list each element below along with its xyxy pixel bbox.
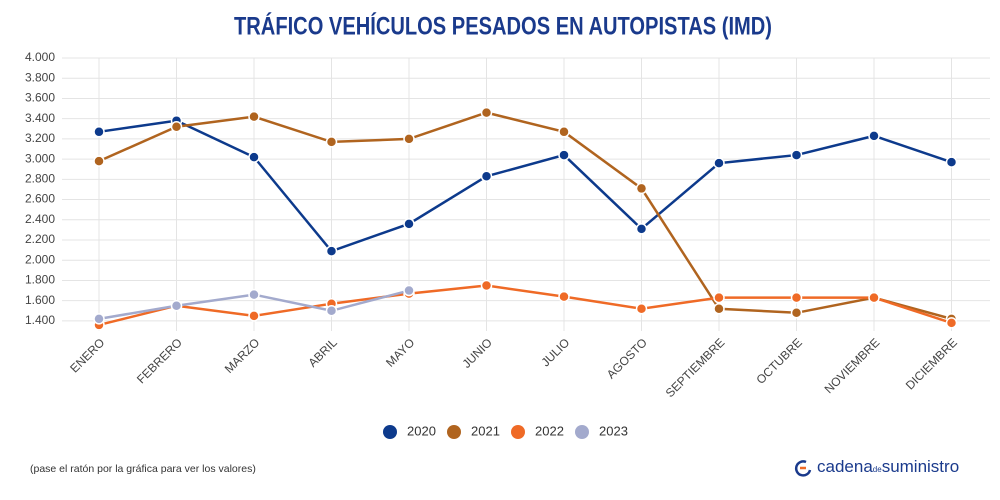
legend-marker bbox=[511, 425, 525, 439]
legend-marker bbox=[575, 425, 589, 439]
legend-marker bbox=[447, 425, 461, 439]
x-tick-label: ENERO bbox=[67, 335, 107, 375]
x-tick-label: SEPTIEMBRE bbox=[663, 335, 728, 400]
brand-text: cadenadesuministro bbox=[817, 457, 959, 476]
brand-part: cadena bbox=[817, 457, 873, 476]
y-tick-label: 1.800 bbox=[25, 273, 55, 287]
y-tick-label: 2.400 bbox=[25, 212, 55, 226]
x-tick-label: OCTUBRE bbox=[753, 335, 804, 386]
legend-label: 2021 bbox=[471, 423, 500, 438]
data-point bbox=[403, 218, 415, 230]
data-point bbox=[635, 223, 648, 235]
data-point bbox=[403, 133, 415, 145]
logo-icon bbox=[795, 460, 812, 477]
data-point bbox=[868, 291, 880, 304]
x-tick-label: NOVIEMBRE bbox=[822, 335, 883, 396]
y-tick-label: 3.000 bbox=[25, 151, 55, 165]
x-tick-label: MAYO bbox=[383, 335, 417, 369]
series bbox=[93, 114, 958, 257]
y-tick-label: 2.000 bbox=[25, 252, 55, 266]
brand-part: suministro bbox=[882, 457, 959, 476]
series-line bbox=[98, 111, 952, 321]
y-tick-label: 2.200 bbox=[25, 232, 55, 246]
series-line bbox=[98, 284, 952, 327]
data-point bbox=[403, 284, 415, 297]
y-tick-label: 3.600 bbox=[25, 91, 55, 105]
x-tick-label: JULIO bbox=[538, 335, 572, 369]
x-tick-label: AGOSTO bbox=[604, 335, 650, 381]
data-point bbox=[93, 155, 105, 167]
y-tick-label: 3.200 bbox=[25, 131, 55, 145]
data-point bbox=[248, 151, 260, 163]
y-tick-label: 3.800 bbox=[25, 70, 55, 84]
data-point bbox=[945, 156, 958, 168]
y-tick-label: 3.400 bbox=[25, 111, 55, 125]
data-point bbox=[558, 126, 570, 138]
x-tick-label: FEBRERO bbox=[134, 335, 185, 386]
data-point bbox=[325, 305, 338, 317]
series-line bbox=[98, 119, 952, 253]
data-point bbox=[713, 291, 725, 304]
data-point bbox=[558, 149, 570, 161]
legend-marker bbox=[383, 425, 397, 439]
x-tick-label: JUNIO bbox=[460, 335, 495, 370]
legend-label: 2023 bbox=[599, 423, 628, 438]
data-point bbox=[170, 299, 183, 312]
data-point bbox=[93, 126, 105, 138]
data-point bbox=[93, 313, 105, 325]
series bbox=[93, 106, 958, 325]
data-point bbox=[635, 182, 648, 195]
data-point bbox=[945, 317, 958, 329]
legend-label: 2020 bbox=[407, 423, 436, 438]
data-point bbox=[790, 307, 803, 319]
data-point bbox=[558, 290, 570, 303]
y-tick-label: 1.600 bbox=[25, 293, 55, 307]
data-point bbox=[480, 279, 493, 292]
data-point bbox=[713, 157, 725, 169]
data-point bbox=[868, 130, 880, 142]
brand-logo: cadenadesuministro bbox=[795, 457, 959, 477]
data-point bbox=[325, 245, 338, 257]
data-point bbox=[713, 303, 725, 315]
y-tick-label: 1.400 bbox=[25, 313, 55, 327]
data-point bbox=[325, 136, 338, 148]
data-point bbox=[480, 170, 493, 183]
brand-part: de bbox=[873, 465, 882, 474]
data-point bbox=[480, 106, 493, 119]
data-point bbox=[248, 110, 260, 123]
chart-title: TRÁFICO VEHÍCULOS PESADOS EN AUTOPISTAS … bbox=[234, 12, 772, 41]
x-tick-label: DICIEMBRE bbox=[903, 335, 960, 392]
data-point bbox=[790, 291, 803, 304]
y-tick-label: 2.800 bbox=[25, 172, 55, 186]
series bbox=[93, 284, 415, 325]
footer-note: (pase el ratón por la gráfica para ver l… bbox=[30, 463, 256, 475]
y-tick-label: 2.600 bbox=[25, 192, 55, 206]
data-point bbox=[248, 288, 260, 301]
x-tick-label: ABRIL bbox=[305, 335, 340, 370]
data-point bbox=[248, 310, 260, 322]
series bbox=[93, 279, 958, 331]
y-tick-label: 4.000 bbox=[25, 50, 55, 64]
data-point bbox=[170, 121, 183, 133]
data-point bbox=[635, 303, 648, 315]
x-tick-label: MARZO bbox=[222, 335, 263, 376]
data-point bbox=[790, 149, 803, 161]
legend-label: 2022 bbox=[535, 423, 564, 438]
